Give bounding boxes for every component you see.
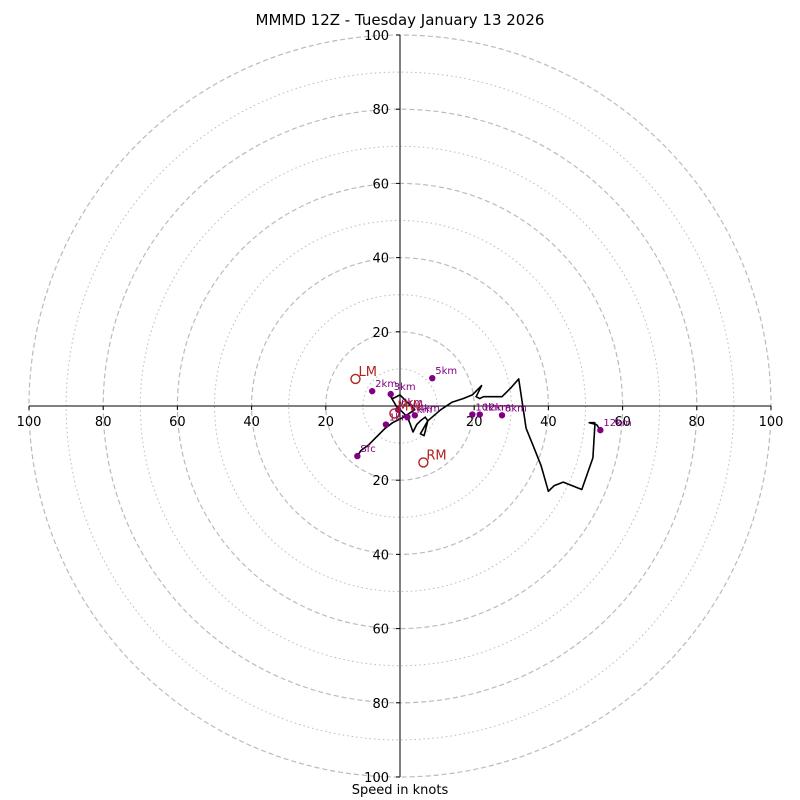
y-tick-label: 80 [372,697,389,712]
x-tick-label: 80 [95,415,112,430]
height-marker-dot [597,426,604,434]
x-tick-label: 60 [169,415,186,430]
storm-motion-marker [389,408,400,419]
height-marker-dot [387,390,394,398]
height-marker-label: 8km [505,403,527,414]
height-marker-label: 4km [418,403,440,414]
height-marker-dot [498,412,506,419]
height-marker-label: 1km [389,413,411,424]
y-tick-label: 40 [372,548,389,563]
x-tick-label: 100 [759,415,784,430]
height-marker-label: 12km [483,403,511,414]
storm-motion-label: RM [426,448,446,463]
height-marker-label: 5km [435,366,457,377]
x-tick-label: 20 [318,415,335,430]
height-marker-dot [394,406,402,413]
height-marker-label: 7km [410,405,432,416]
height-marker-dot [368,387,376,395]
storm-motion-marker [418,457,429,468]
y-tick-label: 100 [364,771,389,786]
height-marker-dot [354,452,361,460]
x-tick-label: 100 [17,415,42,430]
height-marker-label: 12km [603,418,631,429]
height-marker-label: Sfc [360,444,375,455]
x-tick-label: 40 [540,415,557,430]
height-marker-dot [476,411,483,418]
storm-motion-marker [350,373,361,385]
y-tick-label: 60 [372,623,389,638]
height-marker-dot [429,374,436,382]
x-axis-label: Speed in knots [351,783,449,798]
height-marker-label: 2km [375,379,397,390]
y-tick-label: 60 [372,177,389,192]
height-marker-dot [404,413,411,421]
storm-motion-label: MW [397,399,421,414]
x-tick-label: 20 [466,415,483,430]
x-tick-label: 60 [614,415,631,430]
chart-title: MMMD 12Z - Tuesday January 13 2026 [255,11,545,29]
height-marker-label: 10km [475,403,503,414]
height-marker-label: 6km [401,398,423,409]
x-tick-label: 40 [243,415,260,430]
y-tick-label: 80 [372,103,389,118]
y-tick-label: 20 [372,474,389,489]
x-tick-label: 80 [689,415,706,430]
storm-motion-label: LM [358,365,376,380]
y-tick-label: 40 [372,252,389,267]
height-marker-dot [469,411,476,418]
y-tick-label: 20 [372,326,389,341]
height-marker-dot [411,412,419,419]
height-marker-dot [382,421,390,428]
hodograph-trace [356,378,601,493]
y-tick-label: 100 [364,29,389,44]
height-marker-label: 3km [394,382,416,393]
